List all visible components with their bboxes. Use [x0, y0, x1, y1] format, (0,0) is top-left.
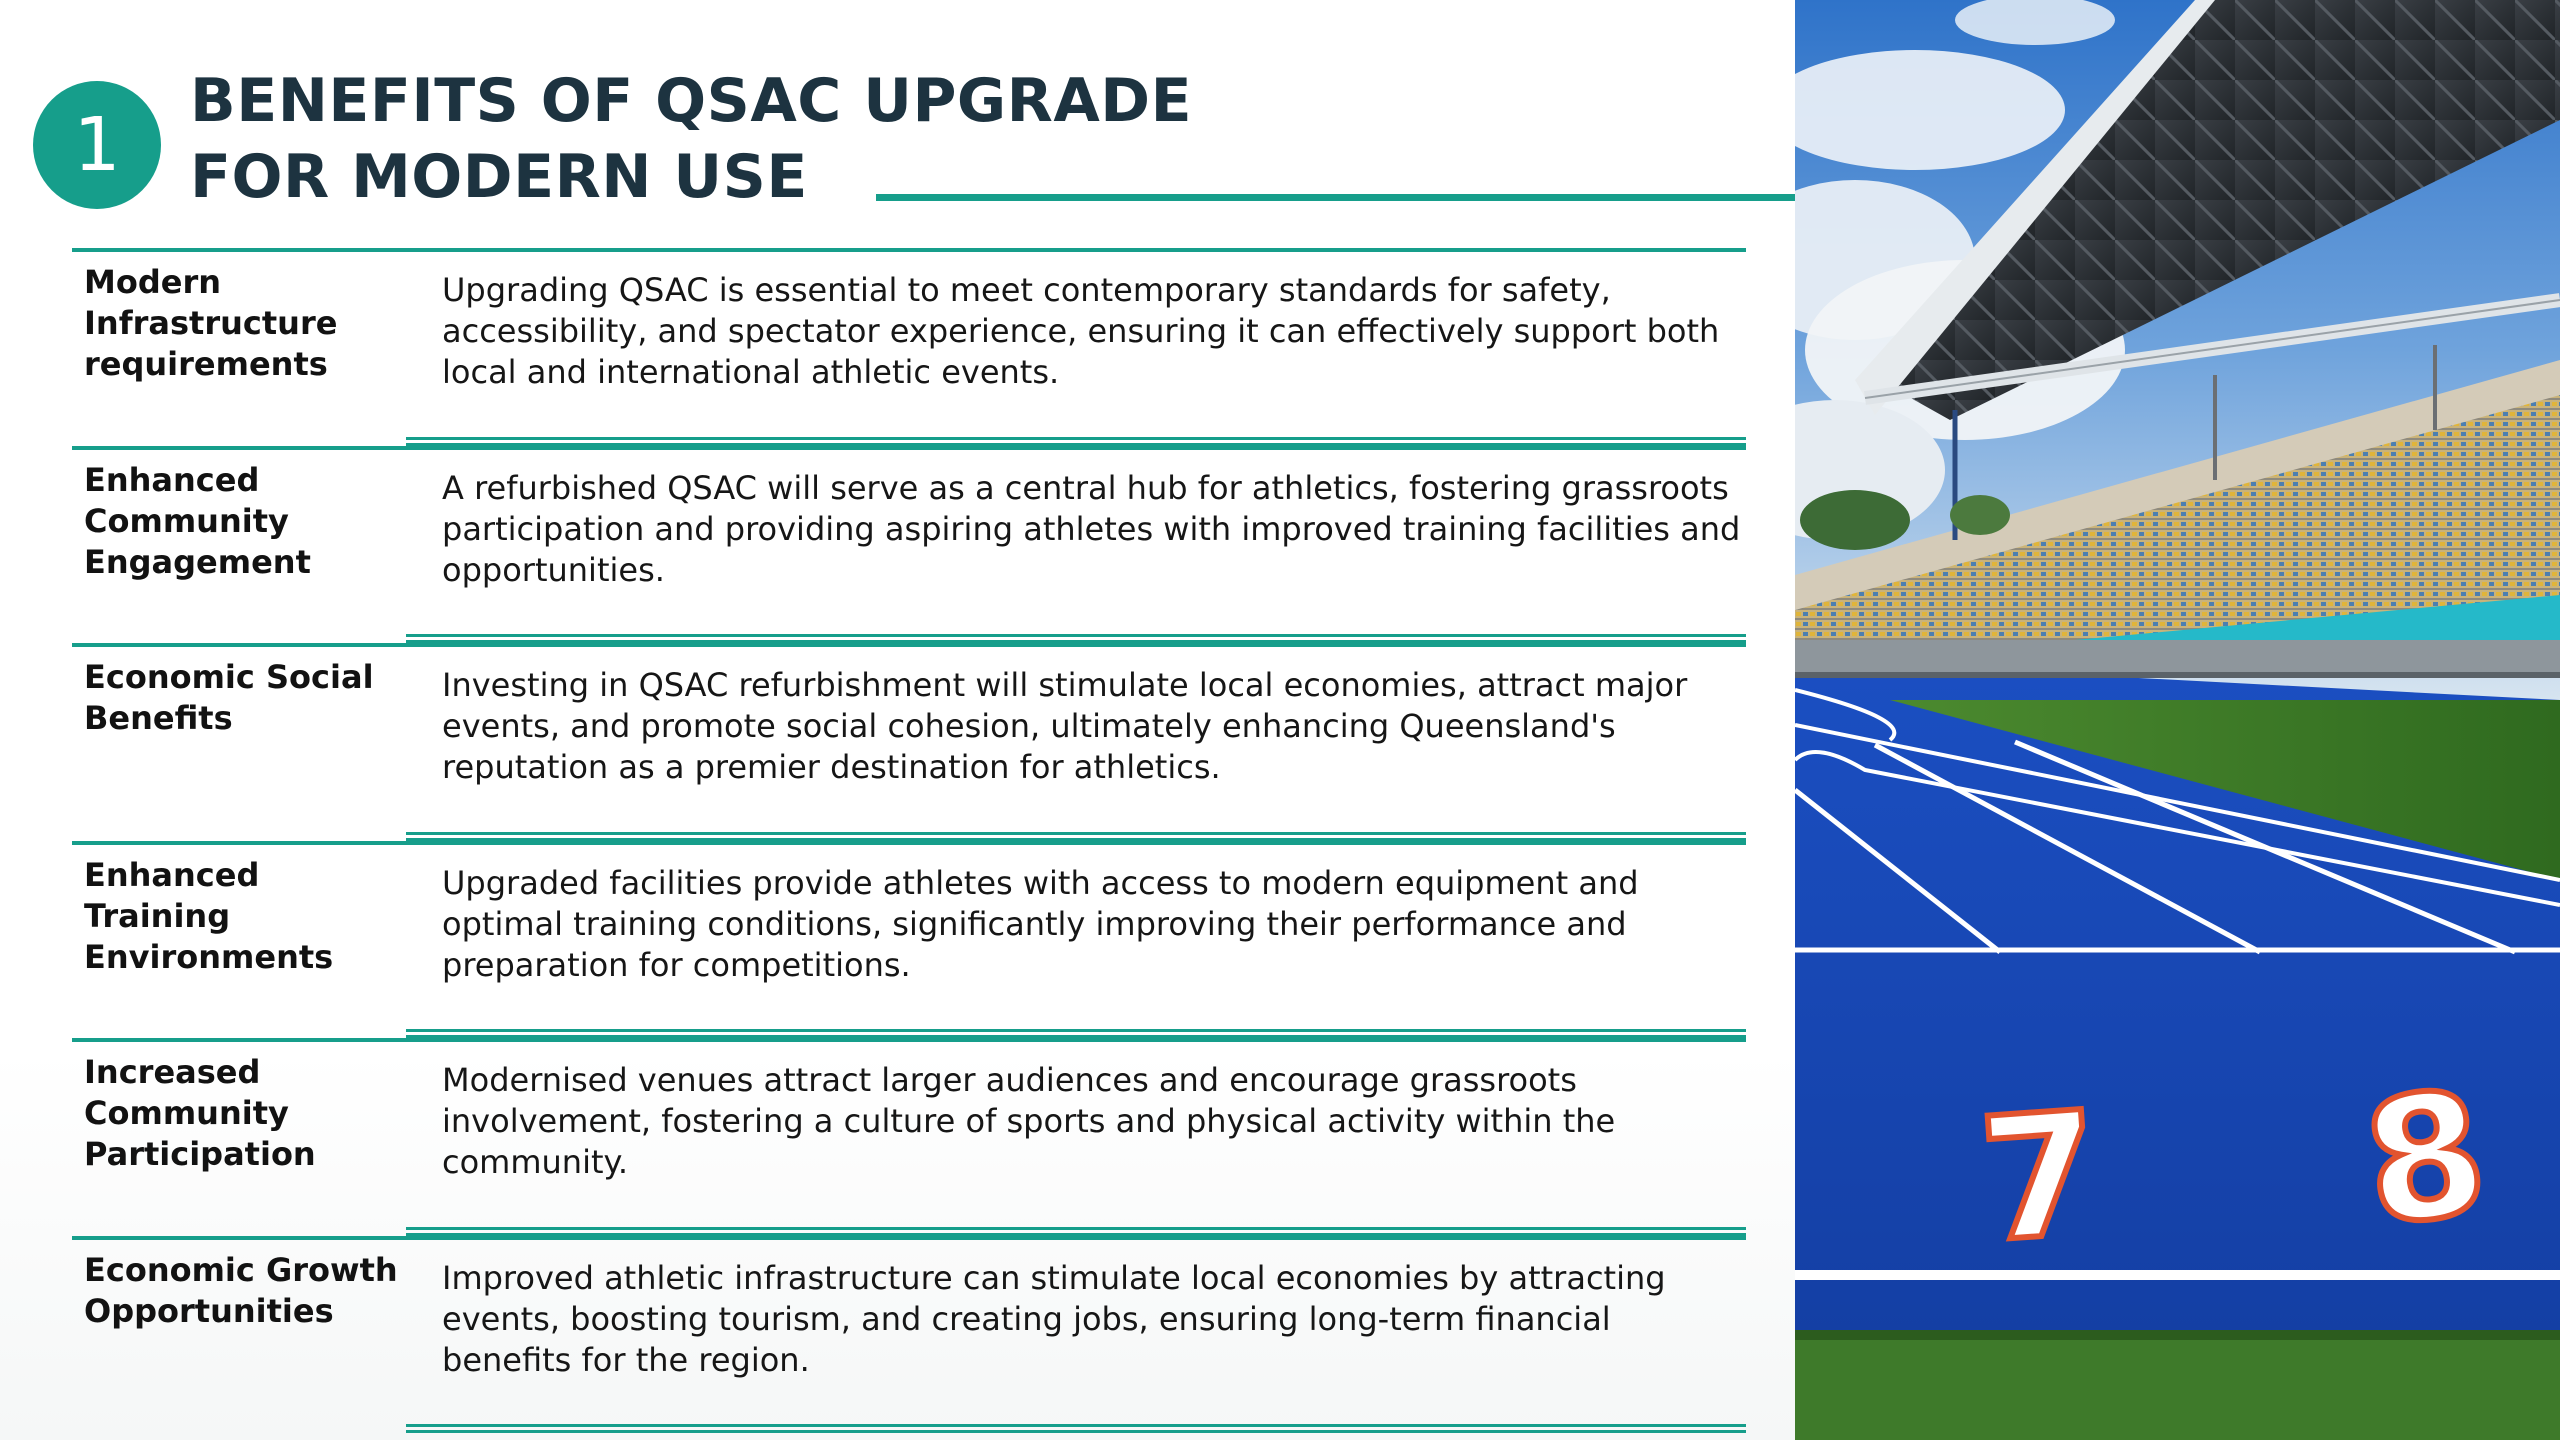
- benefit-label: Modern Infrastructure requirements: [84, 263, 338, 383]
- row-double-rule: [406, 831, 1746, 841]
- lane-number-7: 7: [1974, 1075, 2106, 1281]
- benefit-row: Economic Social Benefits Investing in QS…: [72, 643, 1746, 841]
- row-double-rule: [406, 436, 1746, 446]
- title-underline: [876, 194, 1796, 201]
- benefit-row: Increased Community Participation Modern…: [72, 1038, 1746, 1236]
- benefit-description: Upgrading QSAC is essential to meet cont…: [442, 271, 1720, 391]
- benefits-table: Modern Infrastructure requirements Upgra…: [72, 248, 1746, 1433]
- stadium-photo: 7 8: [1795, 0, 2560, 1440]
- benefit-label: Enhanced Community Engagement: [84, 460, 311, 581]
- section-number-badge: 1: [33, 81, 161, 209]
- row-divider: [72, 248, 1746, 252]
- row-divider: [72, 1235, 1746, 1240]
- benefit-description: A refurbished QSAC will serve as a centr…: [442, 468, 1741, 589]
- benefit-description: Improved athletic infrastructure can sti…: [442, 1258, 1666, 1379]
- row-divider: [72, 445, 1746, 450]
- background-shade: [0, 1050, 1795, 1440]
- benefit-label: Increased Community Participation: [84, 1053, 316, 1173]
- page-title: BENEFITS OF QSAC UPGRADE FOR MODERN USE: [190, 63, 1192, 215]
- benefit-row: Economic Growth Opportunities Improved a…: [72, 1235, 1746, 1433]
- benefit-description: Investing in QSAC refurbishment will sti…: [442, 666, 1688, 786]
- running-track: [1795, 660, 2560, 1335]
- page-title-line-2: FOR MODERN USE: [190, 142, 808, 212]
- row-divider: [72, 643, 1746, 647]
- row-double-rule: [406, 634, 1746, 643]
- benefit-row: Enhanced Community Engagement A refurbis…: [72, 445, 1746, 643]
- foreground-grass: [1795, 1330, 2560, 1440]
- benefit-label: Economic Social Benefits: [84, 658, 374, 737]
- benefit-description: Upgraded facilities provide athletes wit…: [442, 863, 1639, 984]
- stand-roof: [1870, 0, 2560, 420]
- section-number: 1: [73, 102, 121, 188]
- benefit-row: Modern Infrastructure requirements Upgra…: [72, 248, 1746, 446]
- row-divider: [72, 1038, 1746, 1042]
- benefit-row: Enhanced Training Environments Upgraded …: [72, 840, 1746, 1038]
- benefit-description: Modernised venues attract larger audienc…: [442, 1061, 1616, 1181]
- benefit-label: Economic Growth Opportunities: [84, 1250, 398, 1330]
- row-divider: [72, 840, 1746, 845]
- page-title-line-1: BENEFITS OF QSAC UPGRADE: [190, 66, 1193, 136]
- row-double-rule: [406, 1029, 1746, 1038]
- benefit-label: Enhanced Training Environments: [84, 855, 334, 976]
- row-double-rule: [406, 1424, 1746, 1433]
- row-double-rule: [406, 1226, 1746, 1236]
